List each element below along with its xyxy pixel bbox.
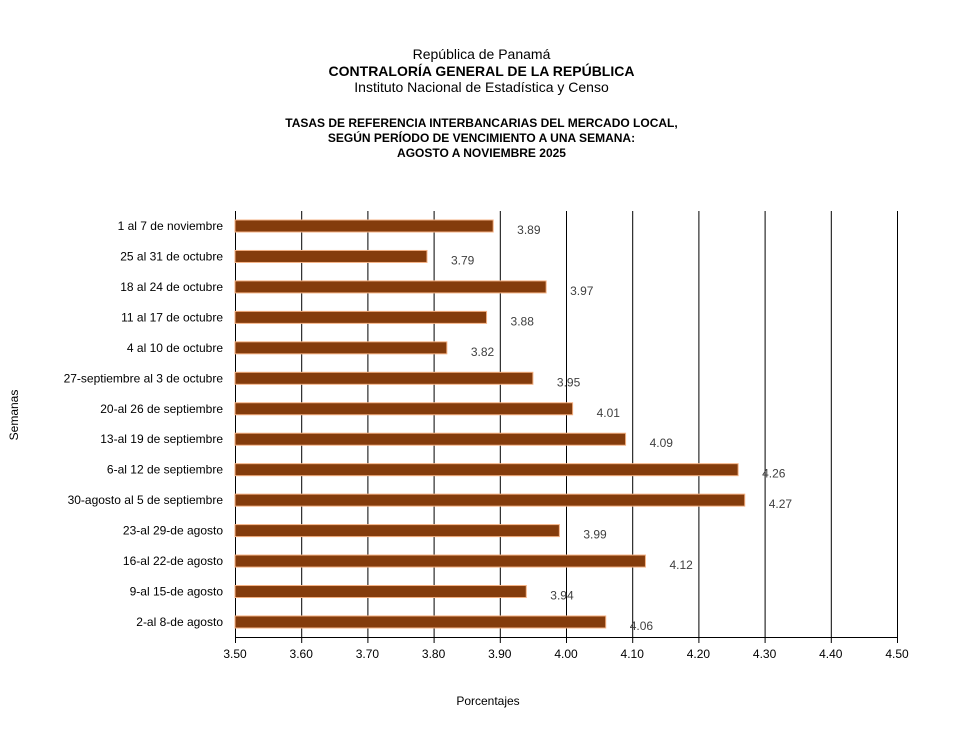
- x-tick-label: 4.20: [687, 647, 711, 661]
- bar: [234, 585, 527, 599]
- bar: [234, 310, 488, 324]
- y-tick-label: 16-al 22-de agosto: [123, 554, 223, 568]
- header-institute: Instituto Nacional de Estadística y Cens…: [354, 79, 609, 95]
- data-label: 4.27: [769, 497, 793, 511]
- x-tick-label: 4.10: [621, 647, 645, 661]
- data-label: 4.12: [669, 558, 693, 572]
- chart-title-line-1: TASAS DE REFERENCIA INTERBANCARIAS DEL M…: [285, 116, 678, 130]
- y-tick-label: 6-al 12 de septiembre: [107, 463, 223, 477]
- data-label: 3.82: [471, 345, 495, 359]
- bar: [234, 280, 547, 294]
- y-tick-label: 18 al 24 de octubre: [120, 280, 223, 294]
- x-tick-label: 4.50: [885, 647, 909, 661]
- bar: [234, 554, 646, 568]
- x-tick-label: 3.90: [488, 647, 512, 661]
- bar: [234, 371, 534, 385]
- data-label: 3.88: [511, 314, 535, 328]
- x-tick-label: 3.60: [290, 647, 314, 661]
- bar: [234, 402, 574, 416]
- header-institution: CONTRALORÍA GENERAL DE LA REPÚBLICA: [328, 63, 635, 79]
- data-label: 4.26: [762, 467, 786, 481]
- data-label: 4.01: [597, 406, 621, 420]
- y-tick-label: 9-al 15-de agosto: [130, 585, 224, 599]
- y-tick-label: 30-agosto al 5 de septiembre: [68, 493, 224, 507]
- data-label: 3.89: [517, 223, 541, 237]
- x-tick-label: 3.50: [223, 647, 247, 661]
- bar: [234, 615, 607, 629]
- x-axis-title: Porcentajes: [456, 694, 519, 708]
- y-tick-label: 2-al 8-de agosto: [136, 615, 223, 629]
- bar: [234, 341, 448, 355]
- x-tick-label: 3.70: [356, 647, 380, 661]
- data-label: 4.09: [650, 436, 674, 450]
- data-label: 3.94: [550, 589, 574, 603]
- data-label: 3.79: [451, 253, 475, 267]
- y-tick-label: 25 al 31 de octubre: [120, 249, 223, 263]
- header-country: República de Panamá: [412, 46, 551, 62]
- data-label: 4.06: [630, 619, 654, 633]
- x-tick-label: 4.40: [819, 647, 843, 661]
- chart-title-line-3: AGOSTO A NOVIEMBRE 2025: [397, 146, 566, 160]
- y-tick-label: 27-septiembre al 3 de octubre: [64, 371, 224, 385]
- y-tick-label: 23-al 29-de agosto: [123, 524, 223, 538]
- x-tick-label: 4.30: [753, 647, 777, 661]
- y-tick-label: 13-al 19 de septiembre: [100, 432, 223, 446]
- data-label: 3.95: [557, 375, 581, 389]
- y-tick-label: 4 al 10 de octubre: [127, 341, 223, 355]
- data-label: 3.99: [583, 528, 607, 542]
- y-tick-label: 11 al 17 de octubre: [121, 310, 223, 324]
- y-tick-label: 1 al 7 de noviembre: [118, 219, 224, 233]
- bar: [234, 432, 627, 446]
- bar: [234, 463, 739, 477]
- chart-title-line-2: SEGÚN PERÍODO DE VENCIMIENTO A UNA SEMAN…: [327, 131, 636, 145]
- x-tick-label: 4.00: [554, 647, 578, 661]
- bar: [234, 524, 560, 538]
- data-label: 3.97: [570, 284, 594, 298]
- y-tick-label: 20-al 26 de septiembre: [100, 402, 223, 416]
- y-axis-title: Semanas: [7, 390, 21, 441]
- x-tick-label: 3.80: [422, 647, 446, 661]
- bar: [234, 249, 428, 263]
- bar: [234, 219, 494, 233]
- bar: [234, 493, 746, 507]
